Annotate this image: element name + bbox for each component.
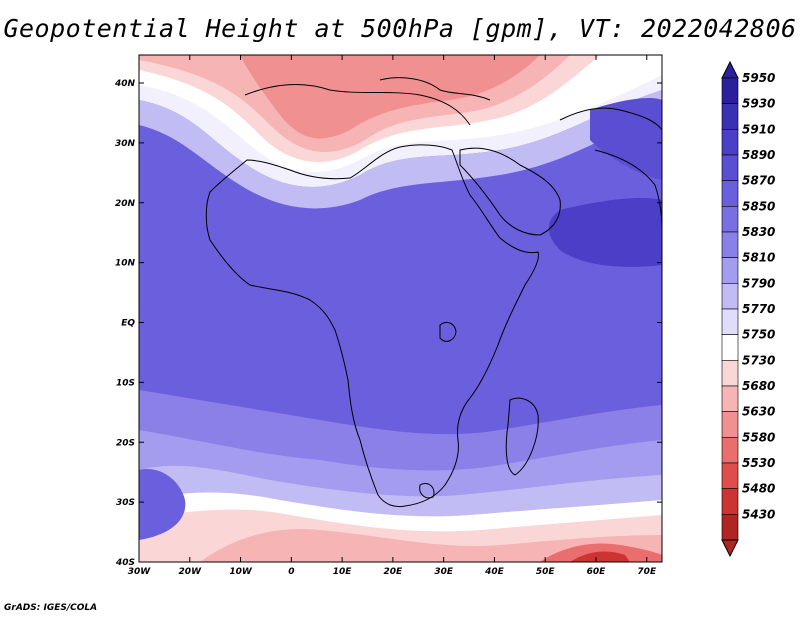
latitude-labels: 40N 30N 20N 10N EQ 10S 20S 30S 40S bbox=[114, 79, 136, 568]
lon-tick-label: 40E bbox=[484, 567, 505, 577]
grads-credit: GrADS: IGES/COLA bbox=[4, 603, 98, 613]
colorbar-swatch bbox=[721, 411, 739, 438]
colorbar-top-arrow bbox=[721, 60, 739, 79]
lon-tick-label: 20E bbox=[384, 567, 404, 577]
map-title: Geopotential Height at 500hPa [gpm], VT:… bbox=[3, 14, 797, 43]
colorbar-swatch bbox=[721, 462, 739, 489]
lon-tick-label: 70E bbox=[637, 567, 657, 577]
lon-tick-label: 60E bbox=[587, 567, 607, 577]
lat-tick-label: 10S bbox=[116, 378, 135, 388]
colorbar-swatch bbox=[721, 437, 739, 464]
lat-tick-label: 30S bbox=[116, 498, 135, 508]
colorbar-label: 5790 bbox=[742, 276, 775, 290]
colorbar-label: 5770 bbox=[742, 302, 775, 316]
colorbar-label: 5890 bbox=[742, 148, 775, 162]
colorbar-swatch bbox=[721, 77, 739, 104]
colorbar-label: 5870 bbox=[742, 174, 775, 188]
tick-marks bbox=[138, 55, 662, 563]
colorbar-swatch bbox=[721, 488, 739, 515]
colorbar-swatch bbox=[721, 514, 739, 541]
colorbar-swatch bbox=[721, 257, 739, 284]
colorbar-label: 5730 bbox=[742, 353, 775, 367]
colorbar-swatch bbox=[721, 206, 739, 233]
colorbar-bottom-arrow bbox=[721, 539, 739, 558]
lat-tick-label: 20S bbox=[116, 438, 135, 448]
colorbar-label: 5480 bbox=[742, 482, 775, 496]
colorbar: 5950 5930 5910 5890 5870 5850 5830 5810 5790 5770… bbox=[721, 60, 775, 558]
map-frame bbox=[138, 54, 663, 563]
colorbar-swatch bbox=[721, 129, 739, 156]
colorbar-label: 5910 bbox=[742, 122, 775, 136]
colorbar-label: 5630 bbox=[742, 405, 775, 419]
colorbar-swatch bbox=[721, 360, 739, 387]
colorbar-label: 5950 bbox=[742, 71, 775, 85]
coastlines bbox=[205, 77, 662, 508]
colorbar-label: 5850 bbox=[742, 199, 775, 213]
colorbar-swatch bbox=[721, 180, 739, 207]
lat-tick-label: 10N bbox=[115, 259, 136, 269]
colorbar-label: 5680 bbox=[742, 379, 775, 393]
colorbar-label: 5750 bbox=[742, 328, 775, 342]
lon-tick-label: 20W bbox=[179, 567, 203, 577]
height-field bbox=[139, 55, 662, 562]
colorbar-label: 5930 bbox=[742, 97, 775, 111]
colorbar-label: 5430 bbox=[742, 507, 775, 521]
colorbar-swatch bbox=[721, 154, 739, 181]
colorbar-label: 5830 bbox=[742, 225, 775, 239]
lat-tick-label: 30N bbox=[115, 139, 136, 149]
lon-tick-label: 0 bbox=[288, 567, 294, 577]
lat-tick-label: 40N bbox=[114, 79, 136, 89]
colorbar-label: 5810 bbox=[742, 251, 775, 265]
colorbar-swatch bbox=[721, 231, 739, 258]
colorbar-label: 5580 bbox=[742, 430, 775, 444]
lat-tick-label: EQ bbox=[121, 319, 135, 329]
lat-tick-label: 20N bbox=[115, 199, 136, 209]
colorbar-swatch bbox=[721, 308, 739, 335]
lon-tick-label: 10E bbox=[333, 567, 353, 577]
colorbar-swatch bbox=[721, 103, 739, 130]
lon-tick-label: 10W bbox=[229, 567, 253, 577]
lat-tick-label: 40S bbox=[115, 558, 135, 568]
lon-tick-label: 30W bbox=[128, 567, 152, 577]
longitude-labels: 30W 20W 10W 0 10E 20E 30E 40E 50E 60E 70E bbox=[128, 567, 657, 577]
lon-tick-label: 30E bbox=[434, 567, 454, 577]
lon-tick-label: 50E bbox=[536, 567, 556, 577]
colorbar-label: 5530 bbox=[742, 456, 775, 470]
colorbar-swatch bbox=[721, 334, 739, 361]
colorbar-swatch bbox=[721, 283, 739, 310]
colorbar-swatch bbox=[721, 385, 739, 412]
